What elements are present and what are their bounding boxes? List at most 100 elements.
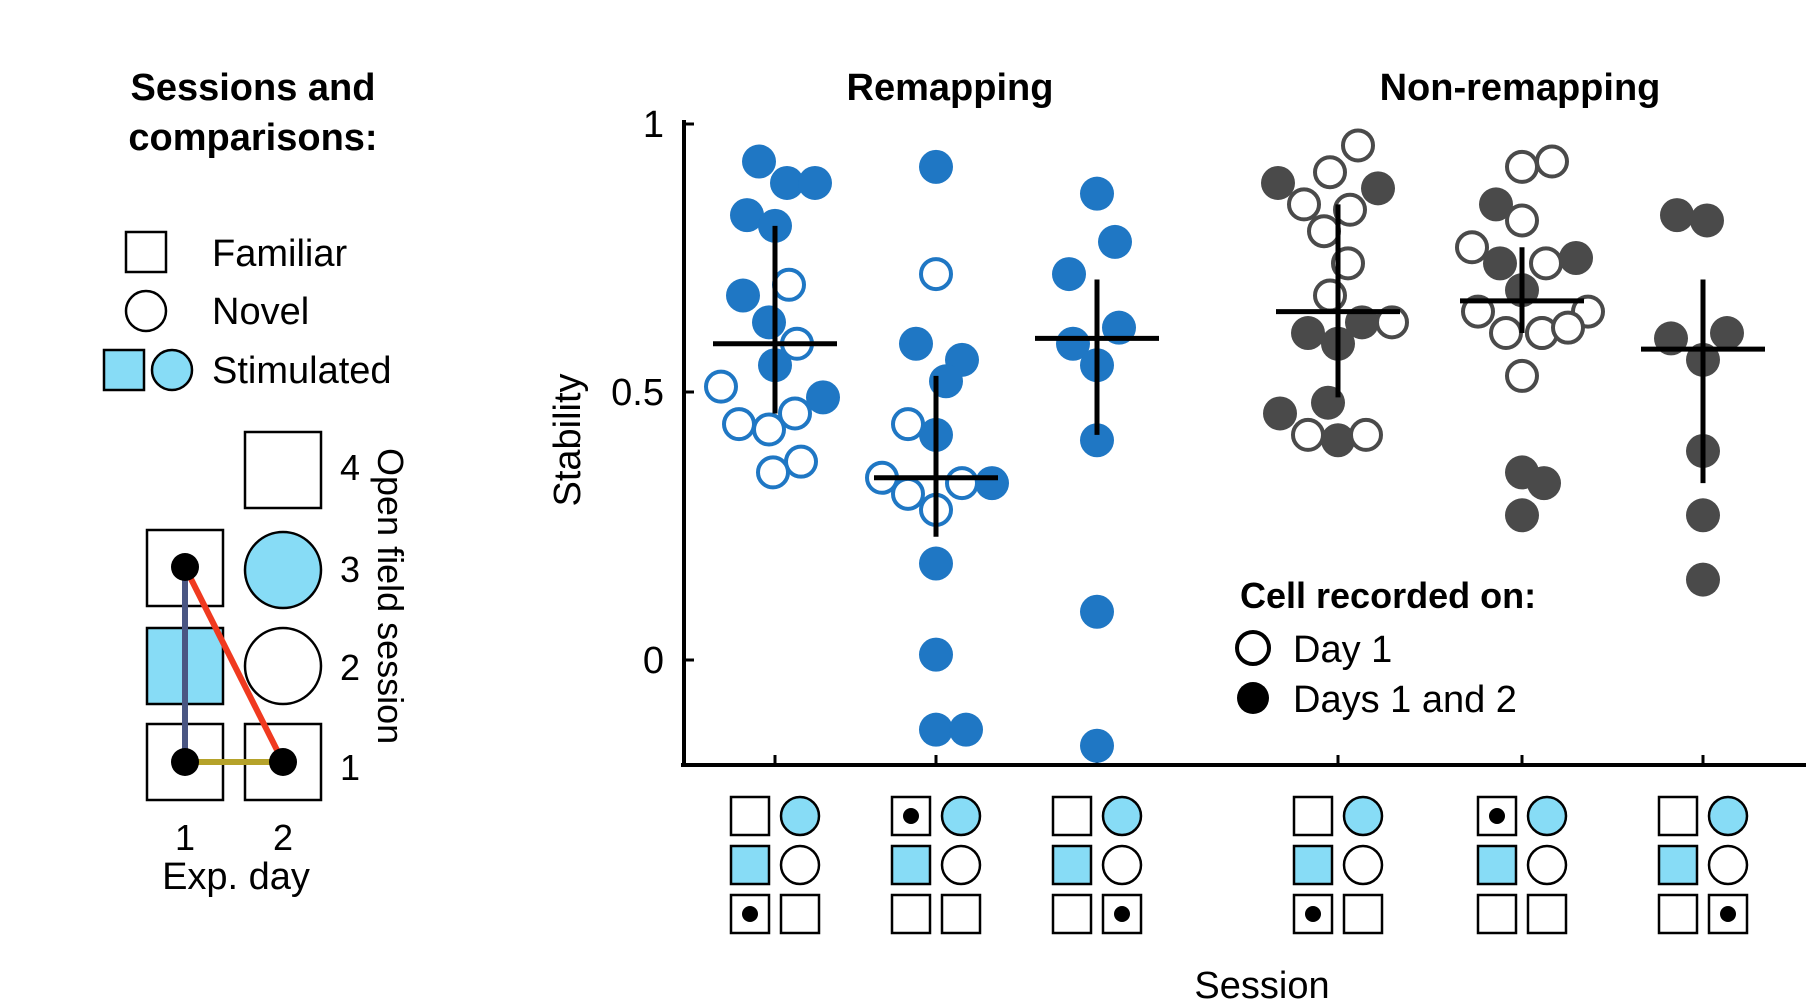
data-point-open (772, 267, 806, 302)
data-point-filled (1080, 423, 1114, 458)
data-point-filled (919, 149, 953, 184)
session-icon-circle (1101, 795, 1143, 837)
grid-day2-sess3 (243, 530, 323, 610)
session-icon-circle (1342, 795, 1384, 837)
y-ticks: 00.51 (611, 104, 1705, 765)
data-point-open (1505, 149, 1539, 184)
session-icon-square (1476, 844, 1518, 886)
session-icon-dot (742, 906, 758, 922)
data-point-filled (742, 144, 776, 179)
legend-open-circle-icon (1235, 630, 1271, 666)
session-icon-square (890, 844, 932, 886)
session-number-2: 2 (340, 647, 360, 688)
session-icon-square (1292, 844, 1334, 886)
data-point-filled (949, 712, 983, 747)
data-point-filled (1056, 326, 1090, 361)
grid-dot-day1-sess3 (171, 553, 199, 581)
legend-day1-label: Day 1 (1293, 629, 1392, 671)
data-point-filled (1291, 316, 1325, 351)
session-icon (1476, 795, 1568, 935)
data-point-filled (798, 165, 832, 200)
data-point-filled (1080, 176, 1114, 211)
session-icon-square (729, 795, 771, 837)
session-icon-square (1476, 893, 1518, 935)
group-title-remapping: Remapping (847, 67, 1054, 109)
session-icon-circle (1101, 844, 1143, 886)
data-point-open (1505, 358, 1539, 393)
session-icon-circle (779, 795, 821, 837)
data-point-filled (919, 546, 953, 581)
data-point-filled (1710, 316, 1744, 351)
data-point-filled (975, 466, 1009, 501)
chart-legend-title: Cell recorded on: (1240, 575, 1536, 616)
data-point-filled (1483, 246, 1517, 281)
day-number-2: 2 (273, 817, 293, 858)
x-axis-label: Session (1194, 965, 1329, 1007)
data-point-filled (919, 637, 953, 672)
data-point-open (1505, 203, 1539, 238)
session-icon (1292, 795, 1384, 935)
data-point-open (1461, 294, 1495, 329)
session-icon-circle (1707, 795, 1749, 837)
session-icon-square (1051, 844, 1093, 886)
data-point-filled (1261, 165, 1295, 200)
data-point-filled (726, 278, 760, 313)
group-title-nonremapping: Non-remapping (1380, 67, 1661, 109)
data-point-filled (919, 712, 953, 747)
y-tick-label: 0 (643, 640, 664, 682)
grid-day2-sess4 (243, 430, 323, 510)
data-point-open (1529, 246, 1563, 281)
grid-day2-sess2 (243, 626, 323, 706)
data-point-filled (730, 198, 764, 233)
data-point-open (752, 412, 786, 447)
session-icon-square (1292, 795, 1334, 837)
grid-dot-day2-sess1 (269, 748, 297, 776)
session-icon-square (1526, 893, 1568, 935)
novel-label: Novel (212, 291, 309, 333)
session-icon-circle (1342, 844, 1384, 886)
data-point-open (1375, 305, 1409, 340)
session-icon-square (729, 844, 771, 886)
data-point-filled (1686, 562, 1720, 597)
stimulated-label: Stimulated (212, 350, 392, 392)
data-point-filled (806, 380, 840, 415)
session-icon-dot (1305, 906, 1321, 922)
grid-dot-day1-sess1 (171, 748, 199, 776)
session-icon (729, 795, 821, 935)
data-point-open (778, 396, 812, 431)
session-icon-dot (1489, 808, 1505, 824)
session-icon-circle (1526, 795, 1568, 837)
data-point-open (1535, 144, 1569, 179)
data-point-open (722, 407, 756, 442)
data-point-filled (1321, 423, 1355, 458)
data-point-open (1287, 187, 1321, 222)
data-point-open (891, 476, 925, 511)
data-point-open (919, 257, 953, 292)
legend-filled-circle-icon (1237, 682, 1269, 714)
session-number-1: 1 (340, 747, 360, 788)
session-icon-square (1476, 795, 1518, 837)
data-point-open (784, 444, 818, 479)
session-icon (1051, 795, 1143, 935)
familiar-square-icon (124, 230, 168, 274)
data-point-open (756, 455, 790, 490)
session-icon-square (1051, 795, 1093, 837)
session-icon (1657, 795, 1749, 935)
session-number-3: 3 (340, 549, 360, 590)
novel-circle-icon (124, 289, 168, 333)
y-tick-label: 1 (643, 104, 664, 146)
session-icons (729, 795, 1749, 935)
session-icon-square (1657, 795, 1699, 837)
data-point-open (1349, 417, 1383, 452)
data-point-open (1455, 230, 1489, 265)
data-point-open (1333, 192, 1367, 227)
legend-panel: Sessions and comparisons: Familiar Novel… (102, 67, 411, 898)
session-icon-circle (1526, 844, 1568, 886)
data-point-filled (1686, 498, 1720, 533)
session-icon-dot (1114, 906, 1130, 922)
data-point-filled (1690, 203, 1724, 238)
session-icon-circle (940, 844, 982, 886)
data-point-filled (770, 165, 804, 200)
session-icon-square (1342, 893, 1384, 935)
session-icon-square (1051, 893, 1093, 935)
